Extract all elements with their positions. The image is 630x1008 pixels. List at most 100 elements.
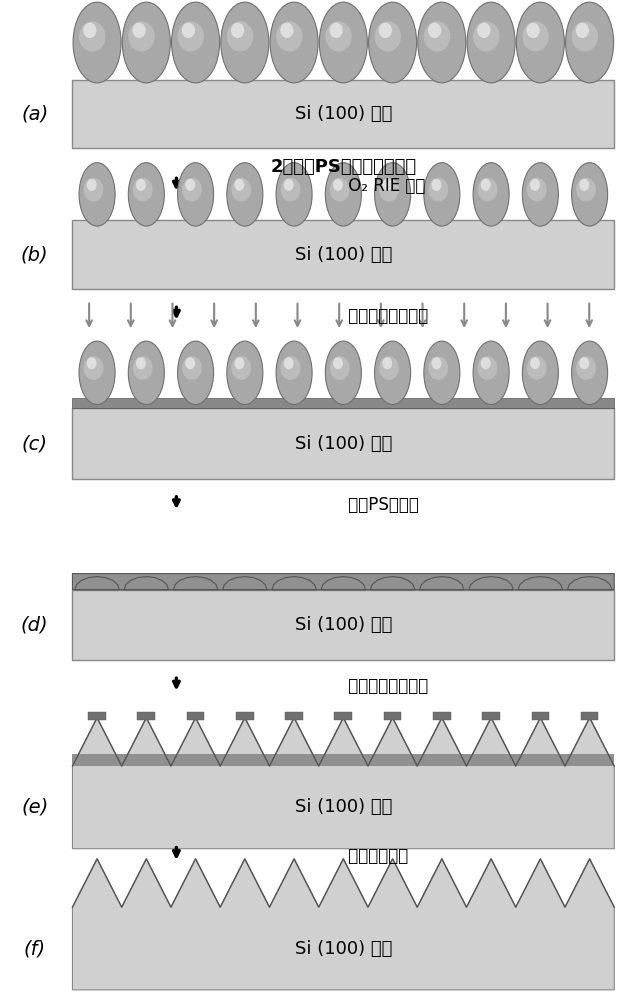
FancyBboxPatch shape [482,712,500,720]
Ellipse shape [522,21,549,51]
FancyBboxPatch shape [581,712,598,720]
Ellipse shape [284,357,294,369]
Ellipse shape [428,177,448,202]
Ellipse shape [530,178,540,191]
Text: 去除PS纳米球: 去除PS纳米球 [343,496,419,514]
Ellipse shape [382,357,392,369]
Ellipse shape [227,341,263,404]
Polygon shape [72,859,614,990]
FancyBboxPatch shape [186,712,205,720]
FancyBboxPatch shape [72,408,614,479]
Text: 2维密排PS纳米球单分子层: 2维密排PS纳米球单分子层 [270,158,416,176]
Ellipse shape [227,162,263,226]
Ellipse shape [132,23,146,38]
Polygon shape [72,754,614,766]
Ellipse shape [79,21,105,51]
Ellipse shape [473,162,509,226]
Text: Si (100) 衯底: Si (100) 衯底 [295,798,392,816]
Ellipse shape [330,356,350,380]
Ellipse shape [231,23,244,38]
Ellipse shape [481,357,491,369]
Ellipse shape [379,23,392,38]
Ellipse shape [333,178,343,191]
Ellipse shape [576,356,596,380]
Ellipse shape [319,2,367,83]
Ellipse shape [329,23,343,38]
Ellipse shape [375,341,411,404]
Ellipse shape [527,177,547,202]
Ellipse shape [276,21,302,51]
Ellipse shape [276,341,312,404]
Ellipse shape [579,357,589,369]
Text: Si (100) 衯底: Si (100) 衯底 [295,616,392,634]
FancyBboxPatch shape [72,398,614,408]
Text: O₂ RIE 刺蚀: O₂ RIE 刺蚀 [343,177,426,196]
Ellipse shape [517,2,564,83]
FancyBboxPatch shape [384,712,401,720]
Ellipse shape [375,21,401,51]
Ellipse shape [171,2,220,83]
Ellipse shape [478,177,498,202]
Text: Si (100) 衯底: Si (100) 衯底 [295,939,392,958]
FancyBboxPatch shape [532,712,549,720]
Ellipse shape [579,178,589,191]
Ellipse shape [73,2,121,83]
Ellipse shape [276,162,312,226]
Ellipse shape [270,2,318,83]
Ellipse shape [87,357,96,369]
Ellipse shape [136,357,146,369]
Ellipse shape [333,357,343,369]
Ellipse shape [84,356,103,380]
Ellipse shape [280,23,294,38]
Ellipse shape [185,357,195,369]
Ellipse shape [571,162,608,226]
Ellipse shape [182,177,202,202]
Ellipse shape [280,356,301,380]
Ellipse shape [527,356,547,380]
Ellipse shape [432,178,442,191]
Ellipse shape [129,341,164,404]
Ellipse shape [325,21,352,51]
Ellipse shape [79,341,115,404]
Ellipse shape [527,23,540,38]
Ellipse shape [566,2,614,83]
FancyBboxPatch shape [285,712,303,720]
Ellipse shape [231,356,251,380]
Ellipse shape [227,21,253,51]
Ellipse shape [478,23,491,38]
FancyBboxPatch shape [72,590,614,660]
Ellipse shape [234,178,244,191]
Ellipse shape [418,2,466,83]
Ellipse shape [467,2,515,83]
FancyBboxPatch shape [433,712,450,720]
Ellipse shape [382,178,392,191]
Ellipse shape [234,357,244,369]
Text: (f): (f) [23,939,46,958]
Ellipse shape [231,177,251,202]
Text: (e): (e) [21,798,49,816]
Polygon shape [72,574,614,590]
FancyBboxPatch shape [335,712,352,720]
Ellipse shape [428,23,441,38]
Text: 物理蜩镀金属薄膜: 物理蜩镀金属薄膜 [343,306,428,325]
Ellipse shape [571,21,598,51]
Ellipse shape [478,356,498,380]
Ellipse shape [473,341,509,404]
Ellipse shape [424,162,460,226]
Ellipse shape [522,341,558,404]
Ellipse shape [428,356,448,380]
Ellipse shape [571,341,608,404]
Ellipse shape [178,162,214,226]
Text: (c): (c) [21,434,48,453]
Ellipse shape [129,21,155,51]
Text: (d): (d) [21,616,49,634]
Ellipse shape [375,162,411,226]
Ellipse shape [280,177,301,202]
Ellipse shape [424,341,460,404]
FancyBboxPatch shape [72,220,614,289]
Ellipse shape [379,177,399,202]
Text: 碱溶液选择性刺蚀: 碱溶液选择性刺蚀 [343,677,428,696]
Ellipse shape [84,177,103,202]
Ellipse shape [79,162,115,226]
Ellipse shape [325,341,362,404]
